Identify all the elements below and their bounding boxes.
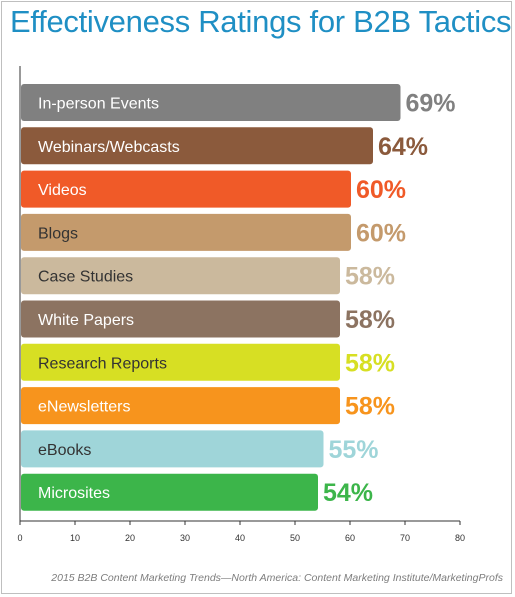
bar [21, 343, 340, 381]
bar-category-label: Webinars/Webcasts [38, 139, 180, 156]
x-tick-label: 20 [125, 533, 135, 543]
bar-category-label: eNewsletters [38, 399, 130, 416]
bar [21, 300, 340, 338]
x-tick-label: 0 [17, 533, 22, 543]
bar-value-label: 58% [345, 263, 395, 291]
x-tick-label: 60 [345, 533, 355, 543]
x-tick-label: 70 [400, 533, 410, 543]
x-tick-label: 50 [290, 533, 300, 543]
bar [21, 127, 373, 165]
bar-value-label: 58% [345, 349, 395, 377]
bar [21, 170, 351, 208]
bar-category-label: eBooks [38, 442, 91, 459]
bar-value-label: 64% [378, 133, 428, 161]
x-tick-label: 80 [455, 533, 465, 543]
bar-category-label: Blogs [38, 225, 78, 242]
bar-value-label: 54% [323, 479, 373, 507]
source-caption: 2015 B2B Content Marketing Trends—North … [51, 572, 503, 584]
bar-category-label: Videos [38, 182, 87, 199]
bar-value-label: 55% [329, 436, 379, 464]
bar-category-label: White Papers [38, 312, 134, 329]
x-tick-label: 10 [70, 533, 80, 543]
bar-value-label: 60% [356, 176, 406, 204]
x-tick-label: 30 [180, 533, 190, 543]
bar-value-label: 69% [406, 90, 456, 118]
bar-value-label: 60% [356, 219, 406, 247]
bar [21, 473, 318, 511]
bar [21, 257, 340, 295]
x-tick-label: 40 [235, 533, 245, 543]
bar-category-label: Case Studies [38, 269, 133, 286]
bar [21, 213, 351, 251]
bar-value-label: 58% [345, 393, 395, 421]
chart-title: Effectiveness Ratings for B2B Tactics [10, 4, 512, 39]
bar-category-label: Microsites [38, 485, 110, 502]
bar-category-label: Research Reports [38, 355, 167, 372]
bar [21, 430, 324, 468]
bar-value-label: 58% [345, 306, 395, 334]
bar [21, 84, 401, 121]
bar-category-label: In-person Events [38, 96, 159, 113]
bar [21, 387, 340, 425]
